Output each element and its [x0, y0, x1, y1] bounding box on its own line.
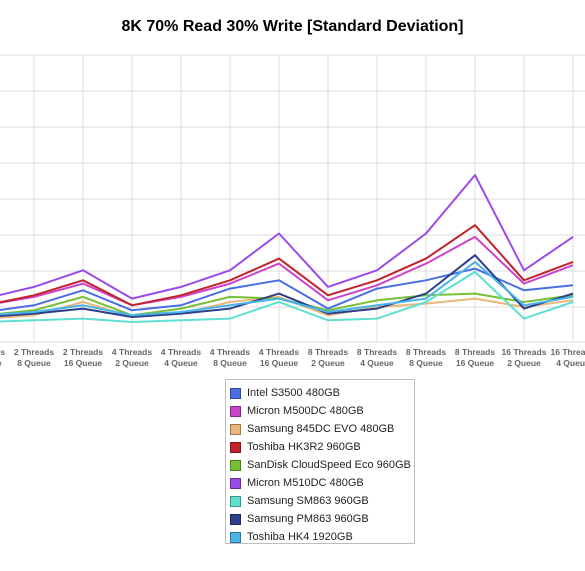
x-tick-label: 4 Threads [112, 347, 152, 357]
legend-label: Toshiba HK3R2 960GB [247, 441, 361, 453]
legend-swatch [230, 405, 241, 417]
legend-item[interactable]: Samsung 845DC EVO 480GB [230, 420, 414, 438]
legend-item[interactable]: Intel S3500 480GB [230, 384, 414, 402]
series-line-6 [0, 174, 574, 300]
x-tick-label: 1 Threads [0, 347, 5, 357]
x-tick-label: 8 Queue [0, 358, 2, 368]
series-line-8 [0, 254, 574, 318]
x-tick-label: 8 Threads [406, 347, 446, 357]
legend-label: SanDisk CloudSpeed Eco 960GB [247, 459, 411, 471]
legend-label: Toshiba HK4 1920GB [247, 531, 353, 543]
x-tick-label: 2 Queue [507, 358, 541, 368]
legend-label: Micron M500DC 480GB [247, 405, 364, 417]
x-tick-label: 16 Threads [551, 347, 585, 357]
x-tick-label: 4 Queue [164, 358, 198, 368]
x-tick-label: 8 Threads [357, 347, 397, 357]
x-tick-label: 2 Queue [311, 358, 345, 368]
series-line-4 [0, 224, 574, 307]
legend-label: Samsung PM863 960GB [247, 513, 369, 525]
x-tick-label: 16 Threads [502, 347, 547, 357]
legend-swatch [230, 441, 241, 453]
chart-title: 8K 70% Read 30% Write [Standard Deviatio… [121, 18, 464, 35]
x-tick-label: 16 Queue [260, 358, 299, 368]
series-line-9 [0, 260, 574, 317]
legend-swatch [230, 531, 241, 543]
legend-swatch [230, 513, 241, 525]
x-tick-label: 4 Queue [556, 358, 585, 368]
x-tick-label: 8 Queue [213, 358, 247, 368]
x-tick-label: 2 Threads [63, 347, 103, 357]
series-line-2 [0, 235, 574, 307]
series-line-7 [0, 270, 574, 323]
x-tick-label: 4 Queue [360, 358, 394, 368]
x-tick-label: 4 Threads [210, 347, 250, 357]
x-tick-label: 4 Threads [161, 347, 201, 357]
legend-swatch [230, 459, 241, 471]
legend-label: Samsung 845DC EVO 480GB [247, 423, 395, 435]
series-line-1 [0, 267, 574, 312]
legend-swatch [230, 495, 241, 507]
chart-legend: Intel S3500 480GB Micron M500DC 480GB Sams… [225, 379, 415, 544]
legend-item[interactable]: Micron M510DC 480GB [230, 474, 414, 492]
x-tick-label: 16 Queue [456, 358, 495, 368]
legend-item[interactable]: Toshiba HK3R2 960GB [230, 438, 414, 456]
legend-item[interactable]: Samsung PM863 960GB [230, 510, 414, 528]
legend-swatch [230, 423, 241, 435]
x-tick-label: 2 Queue [115, 358, 149, 368]
series-line-3 [0, 295, 574, 319]
legend-item[interactable]: Micron M500DC 480GB [230, 402, 414, 420]
x-tick-label: 16 Queue [64, 358, 103, 368]
legend-item[interactable]: SanDisk CloudSpeed Eco 960GB [230, 456, 414, 474]
legend-swatch [230, 387, 241, 399]
legend-swatch [230, 477, 241, 489]
x-tick-label: 4 Threads [259, 347, 299, 357]
x-tick-label: 8 Queue [409, 358, 443, 368]
legend-item[interactable]: Samsung SM863 960GB [230, 492, 414, 510]
legend-item[interactable]: Toshiba HK4 1920GB [230, 528, 414, 546]
x-tick-label: 2 Threads [14, 347, 54, 357]
x-tick-label: 8 Queue [17, 358, 51, 368]
x-tick-label: 8 Threads [308, 347, 348, 357]
legend-label: Micron M510DC 480GB [247, 477, 364, 489]
x-tick-label: 8 Threads [455, 347, 495, 357]
legend-label: Intel S3500 480GB [247, 387, 340, 399]
legend-label: Samsung SM863 960GB [247, 495, 369, 507]
